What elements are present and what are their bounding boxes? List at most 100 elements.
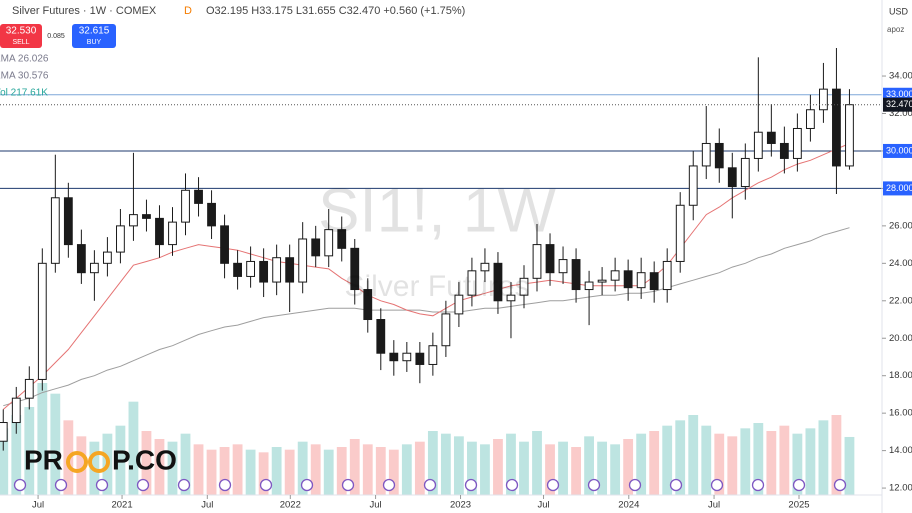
candle-body — [493, 262, 503, 302]
candle-body — [155, 217, 164, 246]
sell-label[interactable]: SELL — [12, 39, 29, 46]
candle-body — [779, 142, 789, 159]
candle-body — [246, 260, 256, 277]
level-label: 28.000 — [886, 183, 912, 193]
buy-price[interactable]: 32.615 — [79, 26, 110, 37]
volume-bar — [128, 401, 139, 495]
volume-bar — [805, 428, 816, 495]
x-tick-label: Jul — [537, 500, 549, 511]
volume-bar — [193, 444, 204, 495]
y-tick-label: 16.000 — [889, 408, 912, 419]
candle-body — [324, 229, 334, 257]
event-icon — [505, 478, 519, 492]
candle-body — [259, 260, 269, 283]
volume-bar — [818, 420, 829, 495]
candle-body — [207, 202, 216, 227]
legend-ema-50: EMA 30.576 — [0, 71, 49, 82]
logo-right: P.CO — [112, 444, 177, 475]
candle-body — [766, 131, 776, 144]
volume-bar — [493, 439, 503, 495]
candle-body — [532, 244, 542, 279]
candle-body — [558, 259, 568, 274]
volume-bar — [375, 447, 386, 495]
logo-owl-eye — [88, 451, 110, 473]
candle-body — [819, 88, 828, 111]
volume-bar — [532, 431, 542, 495]
level-label-box — [883, 181, 912, 196]
candle-body — [24, 378, 34, 399]
event-icon — [177, 478, 191, 492]
volume-bar — [323, 449, 334, 495]
candle-body — [662, 260, 672, 291]
y-tick-label: 20.000 — [889, 333, 912, 344]
volume-bar — [24, 407, 35, 495]
candle-body — [740, 157, 750, 188]
volume-bar — [597, 441, 608, 495]
buy-label[interactable]: BUY — [87, 39, 102, 46]
scale-mode[interactable]: apoz — [887, 25, 904, 34]
x-tick-label: Jul — [32, 500, 44, 511]
event-icon — [792, 478, 806, 492]
volume-bar — [258, 452, 269, 495]
volume-bar — [636, 433, 647, 495]
candle-body — [63, 197, 73, 246]
event-icon — [464, 478, 478, 492]
volume-bar — [701, 425, 712, 495]
last-price-box — [883, 97, 912, 112]
volume-bar — [167, 441, 178, 495]
candle-body — [597, 279, 607, 283]
candle-body — [220, 225, 229, 264]
candle-body — [519, 277, 529, 296]
y-tick-label: 26.000 — [889, 220, 912, 231]
event-icon — [300, 478, 314, 492]
sell-button[interactable] — [0, 24, 42, 48]
event-icon — [423, 478, 437, 492]
volume-bar — [610, 444, 621, 495]
x-tick-label: 2025 — [788, 500, 809, 511]
candle-body — [480, 262, 490, 272]
volume-bar — [388, 449, 399, 495]
event-icon — [628, 478, 642, 492]
volume-bar — [37, 383, 48, 495]
level-label: 33.000 — [886, 89, 912, 99]
candle-body — [402, 352, 412, 362]
interval-button[interactable]: D — [184, 5, 192, 17]
spread: 0.085 — [47, 33, 65, 40]
candle-body — [0, 422, 8, 442]
volume-bar — [519, 441, 529, 495]
sell-price[interactable]: 32.530 — [6, 26, 37, 37]
volume-bar — [506, 433, 516, 495]
x-tick-label: Jul — [370, 500, 382, 511]
candle-body — [701, 142, 711, 167]
volume-bar — [831, 415, 842, 495]
volume-bar — [180, 433, 191, 495]
volume-bar — [297, 441, 308, 495]
volume-bar — [571, 447, 581, 495]
candle-body — [845, 104, 854, 167]
legend-volume: Vol 217.61K — [0, 88, 48, 99]
level-label: 30.000 — [886, 145, 912, 155]
volume-bar — [76, 436, 87, 495]
candle-body — [37, 262, 47, 380]
event-icon — [218, 478, 232, 492]
candle-body — [441, 313, 451, 347]
event-icon — [95, 478, 109, 492]
volume-bar — [232, 444, 243, 495]
candle-body — [832, 88, 841, 167]
candle-body — [675, 204, 685, 262]
volume-bar — [714, 433, 725, 495]
event-icon — [833, 478, 847, 492]
volume-bar — [427, 431, 438, 495]
y-tick-label: 32.000 — [889, 108, 912, 119]
y-tick-label: 18.000 — [889, 370, 912, 381]
event-icon — [710, 478, 724, 492]
volume-bar — [792, 433, 803, 495]
candle-body — [89, 262, 99, 274]
candle-body — [623, 270, 633, 289]
volume-bar — [440, 433, 451, 495]
candle-body — [168, 221, 177, 246]
symbol-title[interactable]: Silver Futures · 1W · COMEX — [12, 5, 157, 17]
event-icon — [13, 478, 27, 492]
buy-button[interactable] — [72, 24, 116, 48]
